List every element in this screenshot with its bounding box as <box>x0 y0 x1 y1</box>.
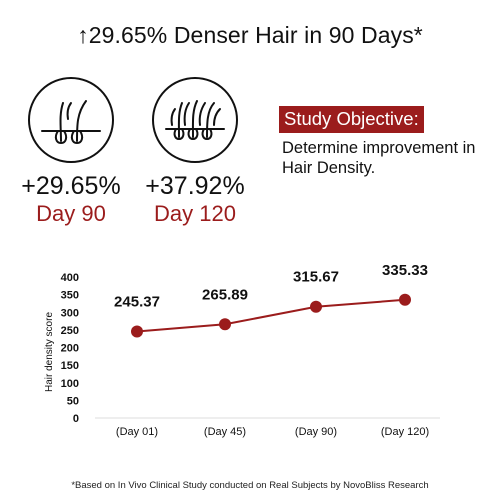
footnote: *Based on In Vivo Clinical Study conduct… <box>71 480 429 491</box>
data-point <box>310 300 322 313</box>
dense-hair-follicles-icon <box>152 77 238 163</box>
y-tick-label: 200 <box>61 343 79 355</box>
stat-percent-day-120: +37.92% <box>145 172 245 200</box>
x-tick-label: (Day 01) <box>116 426 158 438</box>
y-tick-label: 150 <box>61 360 79 372</box>
y-axis-label: Hair density score <box>44 312 55 392</box>
data-label: 315.67 <box>293 269 339 286</box>
data-point <box>219 318 231 331</box>
data-point <box>131 325 143 338</box>
stat-label-day-90: Day 90 <box>36 201 106 226</box>
y-tick-label: 300 <box>61 307 79 319</box>
y-tick-label: 100 <box>61 378 79 390</box>
y-tick-label: 350 <box>61 290 79 302</box>
stat-label-day-120: Day 120 <box>154 201 236 226</box>
series-line <box>136 298 406 333</box>
data-point <box>399 293 411 306</box>
data-label: 245.37 <box>114 294 160 311</box>
x-tick-label: (Day 120) <box>381 426 429 438</box>
study-objective-text: Determine improvement in Hair Density. <box>282 139 476 177</box>
stat-percent-day-90: +29.65% <box>21 172 121 200</box>
y-tick-label: 50 <box>67 395 79 407</box>
study-objective-badge: Study Objective: <box>279 106 424 133</box>
x-tick-label: (Day 90) <box>295 426 337 438</box>
data-label: 335.33 <box>382 262 428 279</box>
y-tick-label: 0 <box>73 413 79 425</box>
y-tick-label: 400 <box>61 272 79 284</box>
y-axis-ticks: 0 50 100 150 200 250 300 350 400 <box>61 272 79 425</box>
hair-density-chart: 0 50 100 150 200 250 300 350 400 Hair density sc… <box>44 262 440 438</box>
headline: ↑29.65% Denser Hair in 90 Days* <box>77 22 423 48</box>
x-tick-label: (Day 45) <box>204 426 246 438</box>
hair-follicle-icon <box>28 77 114 163</box>
y-tick-label: 250 <box>61 325 79 337</box>
data-label: 265.89 <box>202 286 248 303</box>
